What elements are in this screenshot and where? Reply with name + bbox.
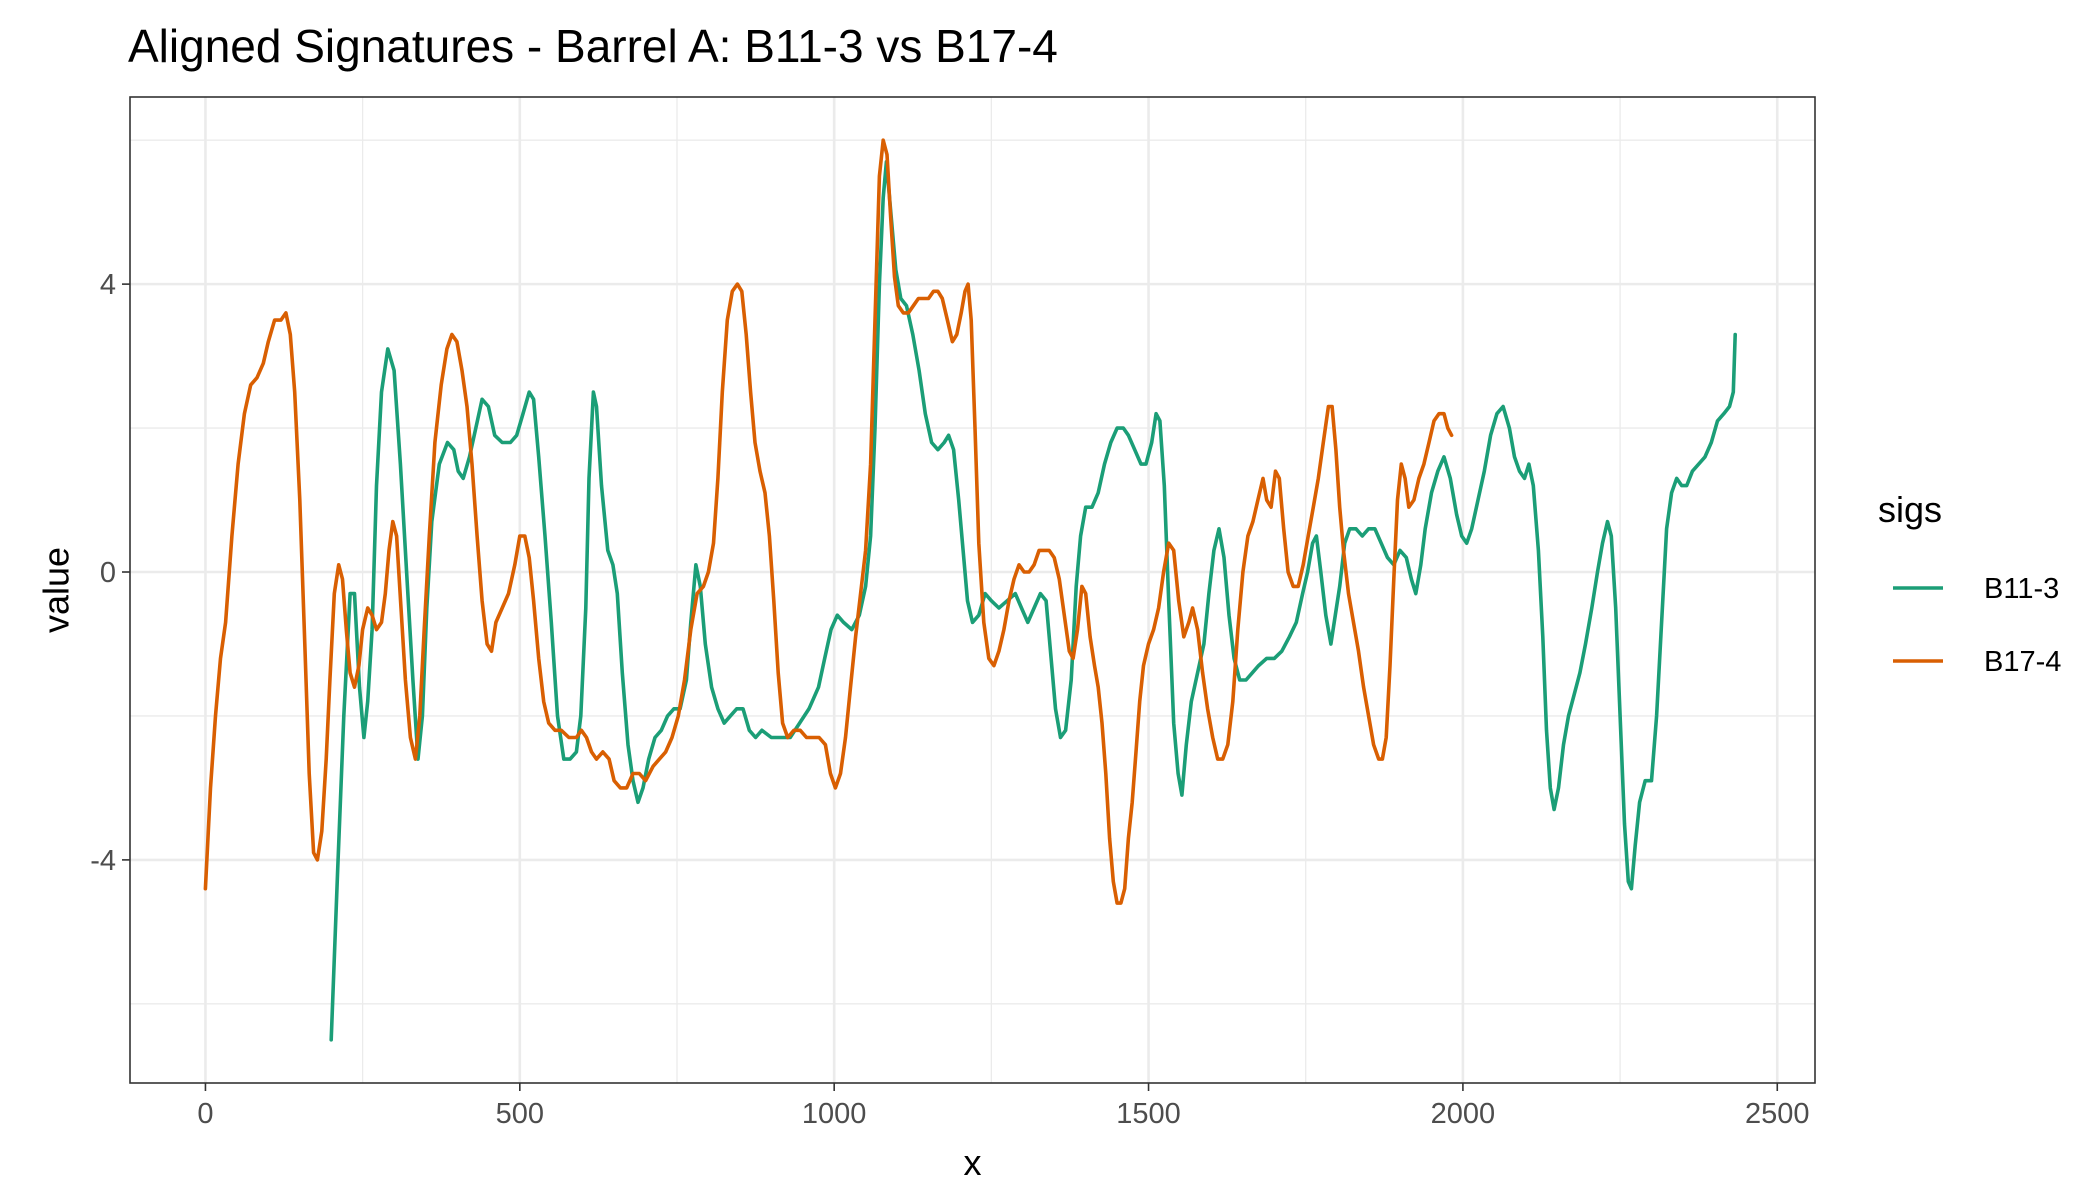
- x-axis: 0 500 1000 1500 2000 2500: [197, 1083, 1810, 1130]
- chart-title: Aligned Signatures - Barrel A: B11-3 vs …: [128, 20, 1058, 72]
- x-tick-label: 2500: [1745, 1098, 1810, 1130]
- series-line-b17-4: [203, 138, 1454, 905]
- x-tick-label: 1000: [802, 1098, 867, 1130]
- legend-label-b17-4: B17-4: [1984, 646, 2061, 678]
- legend: sigs B11-3 B17-4: [1878, 489, 2061, 678]
- y-axis-title: value: [36, 547, 77, 633]
- x-tick-label: 0: [197, 1098, 213, 1130]
- legend-title: sigs: [1878, 489, 1942, 530]
- y-axis: -4 0 4: [90, 269, 130, 877]
- x-tick-label: 500: [496, 1098, 544, 1130]
- y-tick-label: 0: [100, 557, 116, 589]
- x-tick-label: 2000: [1431, 1098, 1496, 1130]
- series-layer: [203, 138, 1737, 1042]
- y-tick-label: -4: [90, 845, 116, 877]
- y-tick-label: 4: [100, 269, 116, 301]
- x-axis-title: x: [964, 1142, 982, 1183]
- grid: [130, 97, 1815, 1083]
- series-line-b11-3: [329, 160, 1737, 1042]
- legend-label-b11-3: B11-3: [1984, 573, 2059, 605]
- legend-items: B11-3 B17-4: [1893, 573, 2061, 678]
- x-tick-label: 1500: [1116, 1098, 1181, 1130]
- plot-panel-border: [129, 96, 1816, 1084]
